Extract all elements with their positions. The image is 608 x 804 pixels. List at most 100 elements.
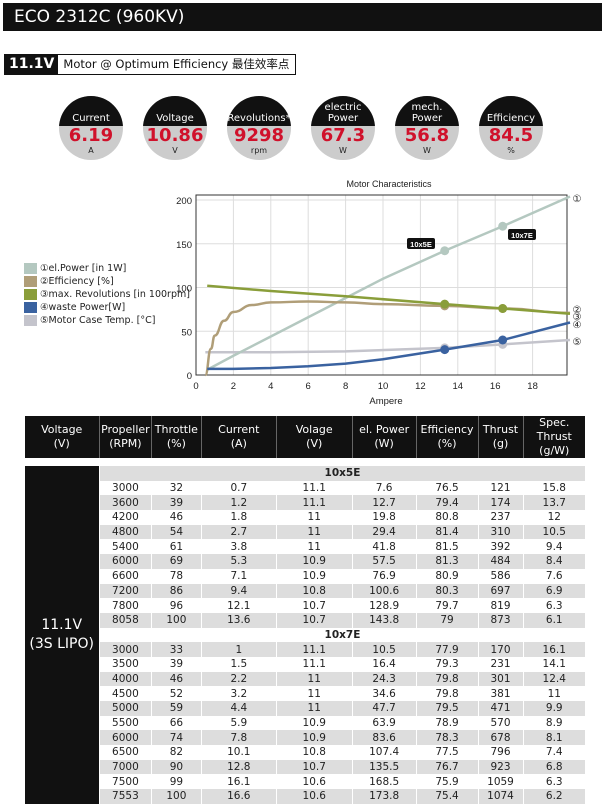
table-row: 6000 74 7.8 10.9 83.6 78.3 678 8.1: [25, 730, 585, 746]
table-cell: 9.4: [200, 583, 277, 599]
table-cell: 96: [150, 598, 202, 613]
legend-label: ③max. Revolutions [in 100rpm]: [40, 289, 190, 300]
table-row: 3000 33 1 11.1 10.5 77.9 170 16.1: [25, 642, 585, 657]
table-row: 8058 100 13.6 10.7 143.8 79 873 6.1: [25, 612, 585, 628]
table-cell: 83.6: [351, 730, 417, 746]
series-end-label: ⑤: [573, 337, 582, 348]
table-cell: 1.8: [200, 510, 277, 525]
table-cell: 69: [150, 554, 202, 569]
table-row: 4200 46 1.8 11 19.8 80.8 237 12: [25, 510, 585, 525]
table-cell: 86: [150, 583, 202, 599]
x-tick-label: 12: [415, 381, 426, 392]
operating-point-banner: 11.1V Motor @ Optimum Efficiency 最佳效率点: [4, 54, 297, 75]
table-cell: 10.7: [275, 759, 353, 775]
series-line: [207, 321, 571, 371]
legend-item: ①el.Power [in 1W]: [24, 262, 190, 275]
legend-swatch: [24, 263, 37, 274]
table-cell: 3000: [98, 480, 152, 496]
chart-title: Motor Characteristics: [346, 179, 432, 189]
table-cell: 10.8: [275, 583, 353, 599]
table-cell: 10.8: [275, 745, 353, 760]
table-cell: 12.8: [200, 759, 277, 775]
table-cell: 3.2: [200, 686, 277, 701]
table-cell: 63.9: [351, 715, 417, 731]
table-cell: 11: [275, 524, 353, 540]
table-cell: 32: [150, 480, 202, 496]
table-cell: 301: [477, 671, 523, 687]
table-cell: 107.4: [351, 745, 417, 760]
x-tick-label: 8: [343, 381, 348, 392]
table-cell: 16.1: [200, 774, 277, 790]
table-cell: 10.6: [275, 789, 353, 804]
chart-legend: ①el.Power [in 1W] ②Efficiency [%] ③max. Re…: [24, 262, 190, 327]
y-tick-label: 50: [181, 327, 192, 338]
y-tick-label: 200: [176, 196, 192, 207]
table-cell: 11: [275, 539, 353, 555]
table-cell: 79.7: [415, 598, 479, 613]
table-cell: 5500: [98, 715, 152, 731]
table-cell: 7.4: [522, 745, 585, 760]
table-cell: 16.4: [351, 656, 417, 672]
legend-label: ⑤Motor Case Temp. [°C]: [40, 315, 156, 326]
table-row: 3000 32 0.7 11.1 7.6 76.5 121 15.8: [25, 480, 585, 496]
gauge-unit: W: [423, 146, 431, 155]
table-cell: 819: [477, 598, 523, 613]
table-cell: 11.1: [275, 656, 353, 672]
table-cell: 7500: [98, 774, 152, 790]
table-cell: 6500: [98, 745, 152, 760]
legend-swatch: [24, 302, 37, 313]
table-cell: 29.4: [351, 524, 417, 540]
data-point: [498, 221, 508, 231]
table-cell: 9.9: [522, 701, 585, 716]
legend-label: ④waste Power[W]: [40, 302, 126, 313]
table-cell: 19.8: [351, 510, 417, 525]
table-cell: 2.2: [200, 671, 277, 687]
table-cell: 678: [477, 730, 523, 746]
series-line: [204, 300, 571, 377]
table-cell: 4500: [98, 686, 152, 701]
table-cell: 6.3: [522, 774, 585, 790]
banner-text: Motor @ Optimum Efficiency 最佳效率点: [63, 57, 290, 71]
table-cell: 79: [415, 612, 479, 628]
table-cell: 143.8: [351, 612, 417, 628]
data-point: [440, 345, 450, 355]
table-row: 3600 39 1.2 11.1 12.7 79.4 174 13.7: [25, 495, 585, 511]
table-cell: 79.4: [415, 495, 479, 511]
table-cell: 13.6: [200, 612, 277, 628]
table-cell: 310: [477, 524, 523, 540]
table-cell: 6600: [98, 568, 152, 584]
table-cell: 52: [150, 686, 202, 701]
table-cell: 39: [150, 495, 202, 511]
column-header: Spec. Thrust (g/W): [522, 416, 585, 458]
table-cell: 100: [150, 789, 202, 804]
table-row: 7200 86 9.4 10.8 100.6 80.3 697 6.9: [25, 583, 585, 599]
table-cell: 46: [150, 510, 202, 525]
gauge-value: 9298: [233, 125, 285, 146]
table-cell: 8.1: [522, 730, 585, 746]
table-cell: 80.8: [415, 510, 479, 525]
table-cell: 10.9: [275, 715, 353, 731]
table-cell: 81.4: [415, 524, 479, 540]
table-cell: 11.1: [275, 480, 353, 496]
table-row: 4000 46 2.2 11 24.3 79.8 301 12.4: [25, 671, 585, 687]
column-header: Throttle (%): [150, 416, 202, 458]
table-row: 7000 90 12.8 10.7 135.5 76.7 923 6.8: [25, 759, 585, 775]
series-end-label: ②: [573, 305, 582, 316]
table-cell: 77.5: [415, 745, 479, 760]
x-tick-label: 0: [193, 381, 198, 392]
motor-characteristics-chart: Motor Characteristics 0 2 4 6 8 10 12 14 16 18 0 50 1…: [176, 179, 582, 407]
legend-swatch: [24, 289, 37, 300]
table-cell: 79.3: [415, 656, 479, 672]
table-cell: 11.1: [275, 495, 353, 511]
table-cell: 128.9: [351, 598, 417, 613]
series-end-label: ③: [573, 312, 582, 323]
table-cell: 7.8: [200, 730, 277, 746]
table-cell: 11.1: [275, 642, 353, 657]
table-cell: 11: [275, 671, 353, 687]
table-cell: 4800: [98, 524, 152, 540]
table-cell: 34.6: [351, 686, 417, 701]
table-cell: 90: [150, 759, 202, 775]
table-cell: 1.2: [200, 495, 277, 511]
gauge-value: 56.8: [404, 125, 450, 146]
table-cell: 10.9: [275, 554, 353, 569]
